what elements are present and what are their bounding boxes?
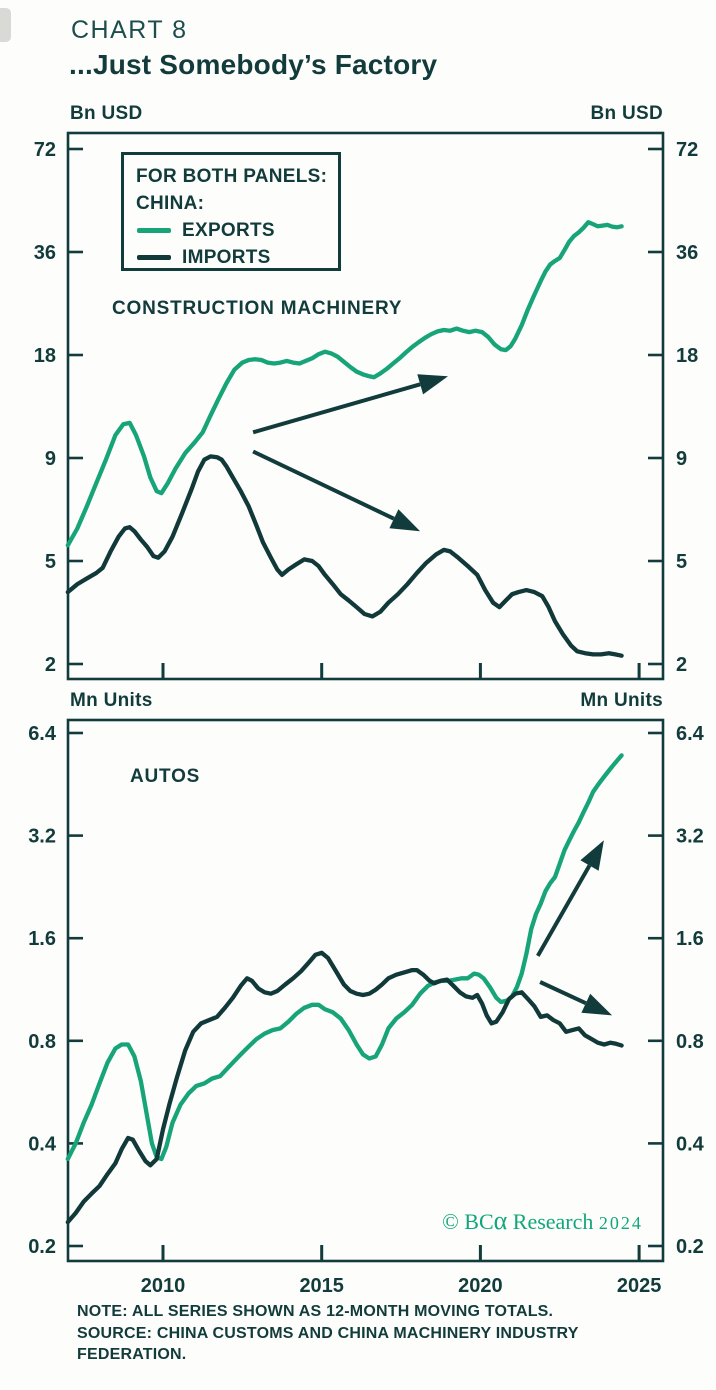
y-tick-label-left: 9 [45,448,56,470]
panel-title-construction-machinery: CONSTRUCTION MACHINERY [112,298,403,319]
logo-alpha-glyph: α [493,1206,508,1235]
x-tick-label: 2025 [617,1275,662,1297]
logo-year: 2024 [598,1213,643,1233]
x-tick-label: 2010 [141,1275,186,1297]
legend-row-exports: EXPORTS [136,217,338,244]
y-tick-label-right: 0.8 [676,1031,704,1053]
chart-title: ...Just Somebody’s Factory [69,49,438,80]
y-tick-label-left: 2 [45,654,56,676]
unit-label-bottom-left: Mn Units [70,690,153,711]
y-tick-label-left: 6.4 [28,723,57,745]
footnote-line-2: SOURCE: CHINA CUSTOMS AND CHINA MACHINER… [77,1324,579,1342]
y-tick-label-right: 0.2 [676,1236,704,1258]
y-tick-label-right: 1.6 [676,928,704,950]
y-tick-label-right: 6.4 [676,723,705,745]
y-tick-label-left: 5 [45,551,56,573]
bca-research-logo: © BCα Research 2024 [420,1208,665,1235]
y-tick-label-right: 72 [676,139,698,161]
y-tick-label-right: 5 [676,551,687,573]
y-tick-label-left: 0.2 [28,1236,56,1258]
y-tick-label-left: 0.8 [28,1031,56,1053]
series-line-imports [65,454,624,658]
trend-arrow-head-down-arrow [581,993,613,1016]
legend-row-imports: IMPORTS [136,244,338,271]
x-tick-label: 2015 [299,1275,344,1297]
y-tick-label-left: 0.4 [28,1133,57,1155]
y-tick-label-left: 18 [34,345,56,367]
unit-label-top-left: Bn USD [70,103,143,124]
legend-box: FOR BOTH PANELS: CHINA: EXPORTS IMPORTS [121,152,341,271]
trend-arrow-head-up-arrow [580,840,604,871]
trend-arrow-shaft-up-arrow [536,864,592,957]
y-tick-label-right: 9 [676,448,687,470]
legend-heading-line1: FOR BOTH PANELS: [136,166,328,187]
series-line-exports [65,220,624,548]
footnote-line-1: NOTE: ALL SERIES SHOWN AS 12-MONTH MOVIN… [77,1303,554,1320]
series-line-imports [65,950,624,1225]
unit-label-top-right: Bn USD [590,103,663,124]
logo-suffix: Research [507,1209,594,1234]
trend-arrow-shaft-down-arrow [252,449,395,521]
logo-prefix: © BC [442,1209,494,1234]
y-tick-label-left: 1.6 [28,928,56,950]
exports-line-swatch [137,228,171,233]
y-tick-label-right: 2 [676,654,687,676]
panel-title-autos: AUTOS [130,766,201,787]
y-tick-label-right: 18 [676,345,698,367]
y-tick-label-right: 36 [676,242,698,264]
trend-arrow-head-up-arrow [417,374,448,395]
series-line-exports [65,753,624,1162]
y-tick-label-right: 3.2 [676,826,704,848]
trend-arrow-shaft-up-arrow [252,382,421,435]
screenshot-edge-artifact [0,8,11,42]
legend-heading-line2: CHINA: [136,193,205,214]
y-tick-label-left: 36 [34,242,56,264]
chart-number: CHART 8 [71,16,188,44]
x-tick-label: 2020 [458,1275,503,1297]
y-tick-label-right: 0.4 [676,1133,705,1155]
legend-label-exports: EXPORTS [182,219,275,241]
y-tick-label-left: 3.2 [28,826,56,848]
unit-label-bottom-right: Mn Units [580,690,663,711]
trend-arrow-shaft-down-arrow [539,980,587,1006]
legend-label-imports: IMPORTS [182,246,271,268]
imports-line-swatch [137,255,171,260]
y-tick-label-left: 72 [34,139,56,161]
panel-frame [66,131,665,681]
footnote-line-3: FEDERATION. [77,1346,187,1363]
panel-frame [66,718,665,1263]
trend-arrow-head-down-arrow [389,509,421,532]
footnote: NOTE: ALL SERIES SHOWN AS 12-MONTH MOVIN… [77,1301,579,1366]
